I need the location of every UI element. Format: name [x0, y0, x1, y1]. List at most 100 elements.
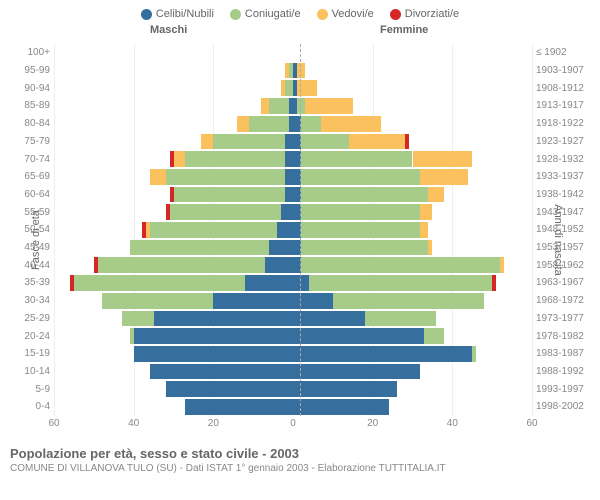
bar-segment-female-s — [293, 328, 424, 344]
age-label: 100+ — [4, 47, 50, 58]
bar-segment-male-c — [174, 187, 286, 203]
bar-segment-female-w — [413, 151, 473, 167]
bar-segment-female-d — [492, 275, 496, 291]
bar-segment-male-s — [134, 346, 293, 362]
age-row: 10-141988-1992 — [54, 363, 532, 381]
age-row: 60-641938-1942 — [54, 186, 532, 204]
bar-segment-female-w — [420, 222, 428, 238]
age-row: 20-241978-1982 — [54, 327, 532, 345]
bar-segment-male-s — [245, 275, 293, 291]
female-label: Femmine — [380, 24, 428, 36]
birth-year-label: 1908-1912 — [536, 83, 596, 94]
age-row: 35-391963-1967 — [54, 274, 532, 292]
age-row: 45-491953-1957 — [54, 239, 532, 257]
chart-rows: 100+≤ 190295-991903-190790-941908-191285… — [54, 44, 532, 416]
birth-year-label: 1943-1947 — [536, 207, 596, 218]
bar-group — [54, 398, 532, 416]
bar-segment-female-s — [293, 346, 472, 362]
bar-segment-male-s — [265, 257, 293, 273]
population-pyramid-chart: Celibi/Nubili Coniugati/e Vedovi/e Divorzia… — [0, 0, 600, 500]
bar-segment-male-d — [170, 151, 174, 167]
legend-swatch — [230, 9, 241, 20]
chart-title: Popolazione per età, sesso e stato civil… — [10, 446, 590, 461]
bar-group — [54, 186, 532, 204]
age-label: 15-19 — [4, 348, 50, 359]
bar-segment-male-s — [277, 222, 293, 238]
bar-segment-male-s — [285, 187, 293, 203]
x-tick: 20 — [367, 418, 378, 429]
bar-group — [54, 327, 532, 345]
birth-year-label: 1938-1942 — [536, 189, 596, 200]
age-label: 75-79 — [4, 136, 50, 147]
bar-segment-male-w — [237, 116, 249, 132]
birth-year-label: 1933-1937 — [536, 171, 596, 182]
bar-segment-male-s — [281, 204, 293, 220]
age-row: 25-291973-1977 — [54, 310, 532, 328]
bar-segment-male-c — [98, 257, 265, 273]
bar-group — [54, 274, 532, 292]
bar-group — [54, 97, 532, 115]
age-row: 90-941908-1912 — [54, 79, 532, 97]
age-label: 50-54 — [4, 224, 50, 235]
bar-segment-male-c — [285, 80, 293, 96]
bar-segment-female-s — [293, 381, 397, 397]
age-row: 55-591943-1947 — [54, 203, 532, 221]
age-label: 55-59 — [4, 207, 50, 218]
bar-segment-male-s — [269, 240, 293, 256]
bar-segment-female-s — [293, 293, 333, 309]
birth-year-label: 1918-1922 — [536, 118, 596, 129]
bar-segment-male-w — [150, 169, 166, 185]
age-row: 50-541948-1952 — [54, 221, 532, 239]
birth-year-label: 1913-1917 — [536, 100, 596, 111]
x-tick: 20 — [208, 418, 219, 429]
legend-label: Vedovi/e — [332, 8, 374, 20]
legend-label: Coniugati/e — [245, 8, 301, 20]
age-row: 95-991903-1907 — [54, 62, 532, 80]
age-label: 10-14 — [4, 366, 50, 377]
bar-segment-female-w — [420, 169, 468, 185]
birth-year-label: 1978-1982 — [536, 331, 596, 342]
legend: Celibi/Nubili Coniugati/e Vedovi/e Divorzia… — [0, 0, 600, 24]
bar-group — [54, 221, 532, 239]
legend-item: Celibi/Nubili — [141, 8, 214, 20]
gender-labels: Maschi Femmine — [0, 24, 600, 40]
legend-item: Divorziati/e — [390, 8, 459, 20]
bar-segment-male-s — [150, 364, 293, 380]
x-tick: 60 — [526, 418, 537, 429]
age-label: 90-94 — [4, 83, 50, 94]
legend-label: Divorziati/e — [405, 8, 459, 20]
birth-year-label: 1973-1977 — [536, 313, 596, 324]
bar-segment-female-c — [424, 328, 444, 344]
bar-segment-male-s — [166, 381, 293, 397]
age-row: 100+≤ 1902 — [54, 44, 532, 62]
bar-segment-male-w — [281, 80, 285, 96]
bar-segment-male-c — [170, 204, 282, 220]
age-row: 80-841918-1922 — [54, 115, 532, 133]
age-row: 75-791923-1927 — [54, 133, 532, 151]
chart-subtitle: COMUNE DI VILLANOVA TULO (SU) - Dati IST… — [10, 463, 590, 474]
bar-segment-male-s — [134, 328, 293, 344]
age-row: 30-341968-1972 — [54, 292, 532, 310]
x-tick: 0 — [290, 418, 296, 429]
age-row: 85-891913-1917 — [54, 97, 532, 115]
legend-item: Coniugati/e — [230, 8, 301, 20]
age-label: 65-69 — [4, 171, 50, 182]
bar-group — [54, 133, 532, 151]
bar-segment-female-c — [301, 240, 428, 256]
age-label: 25-29 — [4, 313, 50, 324]
bar-segment-female-s — [293, 399, 389, 415]
bar-segment-female-c — [301, 169, 421, 185]
age-label: 35-39 — [4, 277, 50, 288]
birth-year-label: 1923-1927 — [536, 136, 596, 147]
age-label: 20-24 — [4, 331, 50, 342]
bar-group — [54, 239, 532, 257]
age-label: 30-34 — [4, 295, 50, 306]
bar-group — [54, 310, 532, 328]
bar-group — [54, 150, 532, 168]
bar-segment-male-c — [150, 222, 277, 238]
male-label: Maschi — [150, 24, 187, 36]
age-row: 5-91993-1997 — [54, 380, 532, 398]
bar-segment-female-w — [321, 116, 381, 132]
bar-segment-male-s — [185, 399, 293, 415]
age-label: 70-74 — [4, 154, 50, 165]
